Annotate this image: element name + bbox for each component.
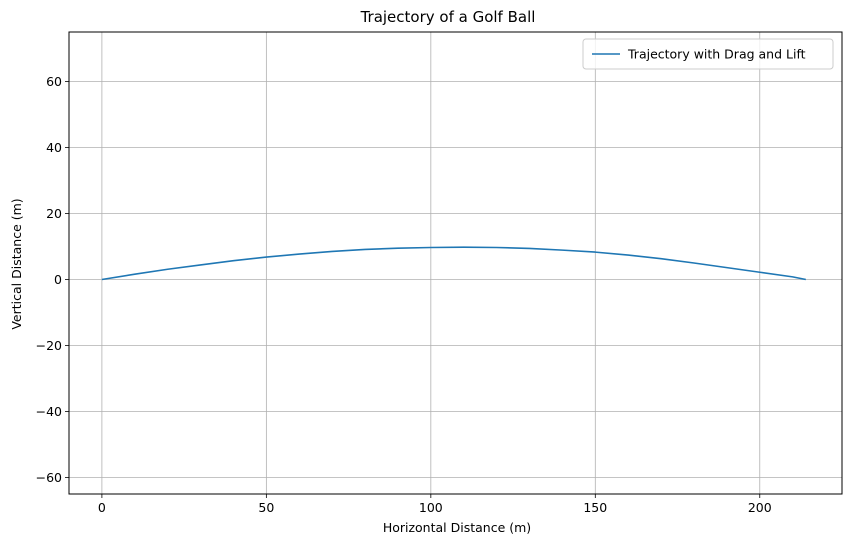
y-tick-label: −60 — [36, 470, 62, 485]
y-axis: −60 −40 −20 0 20 40 60 — [36, 74, 69, 485]
legend: Trajectory with Drag and Lift — [582, 38, 834, 70]
legend-label: Trajectory with Drag and Lift — [627, 47, 806, 62]
y-tick-label: −20 — [36, 338, 62, 353]
x-tick-label: 50 — [258, 500, 274, 515]
x-tick-label: 200 — [748, 500, 772, 515]
y-tick-label: 60 — [46, 74, 62, 89]
x-tick-label: 100 — [419, 500, 443, 515]
y-tick-label: 20 — [46, 206, 62, 221]
grid — [69, 32, 842, 494]
x-axis: 0 50 100 150 200 — [98, 494, 772, 515]
y-axis-label: Vertical Distance (m) — [9, 198, 24, 329]
legend-box — [582, 38, 834, 70]
plot-area — [101, 246, 806, 281]
series-line — [101, 246, 806, 281]
axes-frame — [68, 31, 843, 495]
y-tick-label: −40 — [36, 404, 62, 419]
x-tick-label: 150 — [583, 500, 607, 515]
chart-title: Trajectory of a Golf Ball — [360, 8, 536, 26]
y-tick-label: 40 — [46, 140, 62, 155]
x-tick-label: 0 — [98, 500, 106, 515]
x-axis-label: Horizontal Distance (m) — [383, 520, 531, 535]
y-tick-label: 0 — [54, 272, 62, 287]
